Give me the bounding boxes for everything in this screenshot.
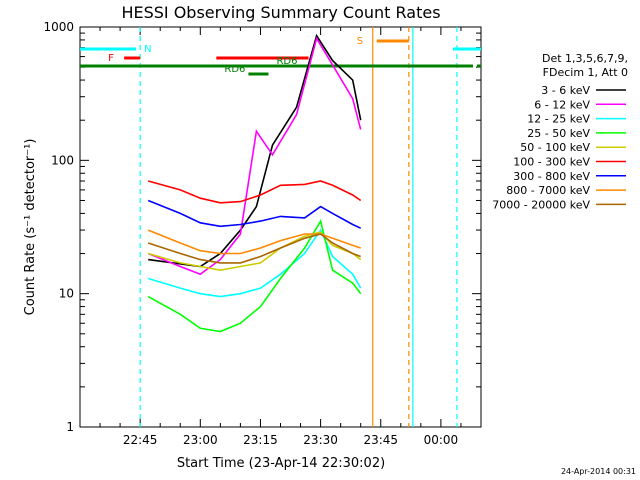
- series-line: [148, 33, 362, 268]
- footer-timestamp: 24-Apr-2014 00:31: [561, 467, 636, 476]
- chart-title: HESSI Observing Summary Count Rates: [121, 3, 440, 22]
- x-tick-label: 23:30: [303, 433, 338, 447]
- x-tick-label: 23:15: [243, 433, 278, 447]
- orbit-flags: N F S RD6 RD6: [80, 36, 481, 76]
- y-axis: 1 10 100 1000: [43, 20, 481, 434]
- x-tick-label: 00:00: [424, 433, 459, 447]
- legend-entry-label: 6 - 12 keV: [534, 98, 590, 111]
- flag-label: S: [357, 36, 363, 47]
- x-tick-label: 23:45: [363, 433, 398, 447]
- series-line: [147, 36, 362, 276]
- flag-label: N: [144, 44, 151, 55]
- legend-entry-label: 300 - 800 keV: [513, 170, 590, 183]
- series-line: [147, 180, 362, 204]
- series-line: [147, 233, 361, 264]
- vertical-markers: [139, 27, 458, 427]
- x-tick-label: 22:45: [123, 433, 158, 447]
- legend-header-detectors: Det 1,3,5,6,7,9,: [542, 52, 628, 65]
- series-line: [147, 229, 361, 255]
- legend-entry-label: 7000 - 20000 keV: [492, 198, 590, 211]
- decimation-label: RD6: [224, 64, 245, 75]
- y-tick-label: 10: [59, 287, 74, 301]
- x-tick-label: 23:00: [183, 433, 218, 447]
- series-line: [147, 228, 362, 298]
- legend-entry-label: 25 - 50 keV: [527, 127, 590, 140]
- legend-entry-label: 12 - 25 keV: [527, 113, 590, 126]
- y-tick-label: 1000: [43, 20, 74, 34]
- y-tick-label: 1: [66, 420, 74, 434]
- legend-entry-label: 100 - 300 keV: [513, 156, 590, 169]
- legend-header-decimation: FDecim 1, Att 0: [543, 66, 628, 79]
- flag-label: F: [108, 53, 114, 64]
- legend-entry-label: 50 - 100 keV: [520, 141, 590, 154]
- x-axis: 22:45 23:00 23:15 23:30 23:45 00:00: [79, 27, 482, 447]
- series-lines: [147, 33, 362, 333]
- legend-entry-label: 3 - 6 keV: [541, 84, 590, 97]
- legend-entry-label: 800 - 7000 keV: [506, 184, 590, 197]
- series-line: [147, 199, 362, 229]
- legend: Det 1,3,5,6,7,9, FDecim 1, Att 0 3 - 6 k…: [492, 52, 628, 211]
- x-axis-label: Start Time (23-Apr-14 22:30:02): [177, 456, 385, 471]
- series-line: [147, 219, 362, 333]
- y-tick-label: 100: [51, 153, 74, 167]
- y-axis-label: Count Rate (s⁻¹ detector⁻¹): [23, 139, 38, 316]
- decimation-label: RD6: [276, 56, 297, 67]
- series-line: [147, 231, 362, 272]
